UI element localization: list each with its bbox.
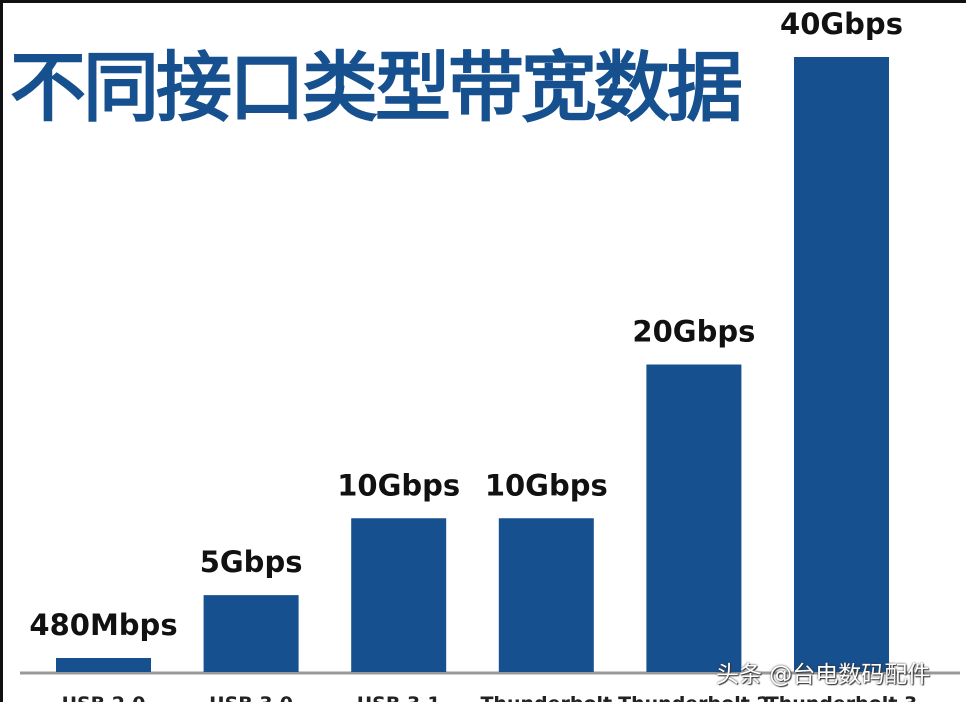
x-tick-label: USB 2.0 — [62, 693, 146, 702]
x-tick-label: Thunderbolt 3 — [766, 693, 917, 702]
data-label: 10Gbps — [337, 468, 460, 502]
x-tick-label: Thunderbolt — [480, 693, 612, 702]
bar — [498, 518, 594, 672]
watermark: 头条 @台电数码配件 — [716, 662, 931, 688]
x-tick-label: USB 3.1 — [357, 693, 441, 702]
data-label: 40Gbps — [780, 7, 903, 41]
data-label: 5Gbps — [200, 545, 303, 579]
chart-title: 不同接口类型带宽数据 — [10, 43, 743, 132]
data-label: 480Mbps — [29, 608, 177, 642]
x-tick-label: Thunderbolt 2 — [618, 693, 769, 702]
bar — [203, 595, 299, 672]
bar — [56, 658, 151, 672]
bar — [794, 57, 889, 672]
data-label: 20Gbps — [632, 315, 755, 349]
bar — [646, 364, 742, 672]
data-label: 10Gbps — [485, 468, 608, 502]
x-tick-label: USB 3.0 — [209, 693, 293, 702]
bar — [351, 518, 447, 672]
